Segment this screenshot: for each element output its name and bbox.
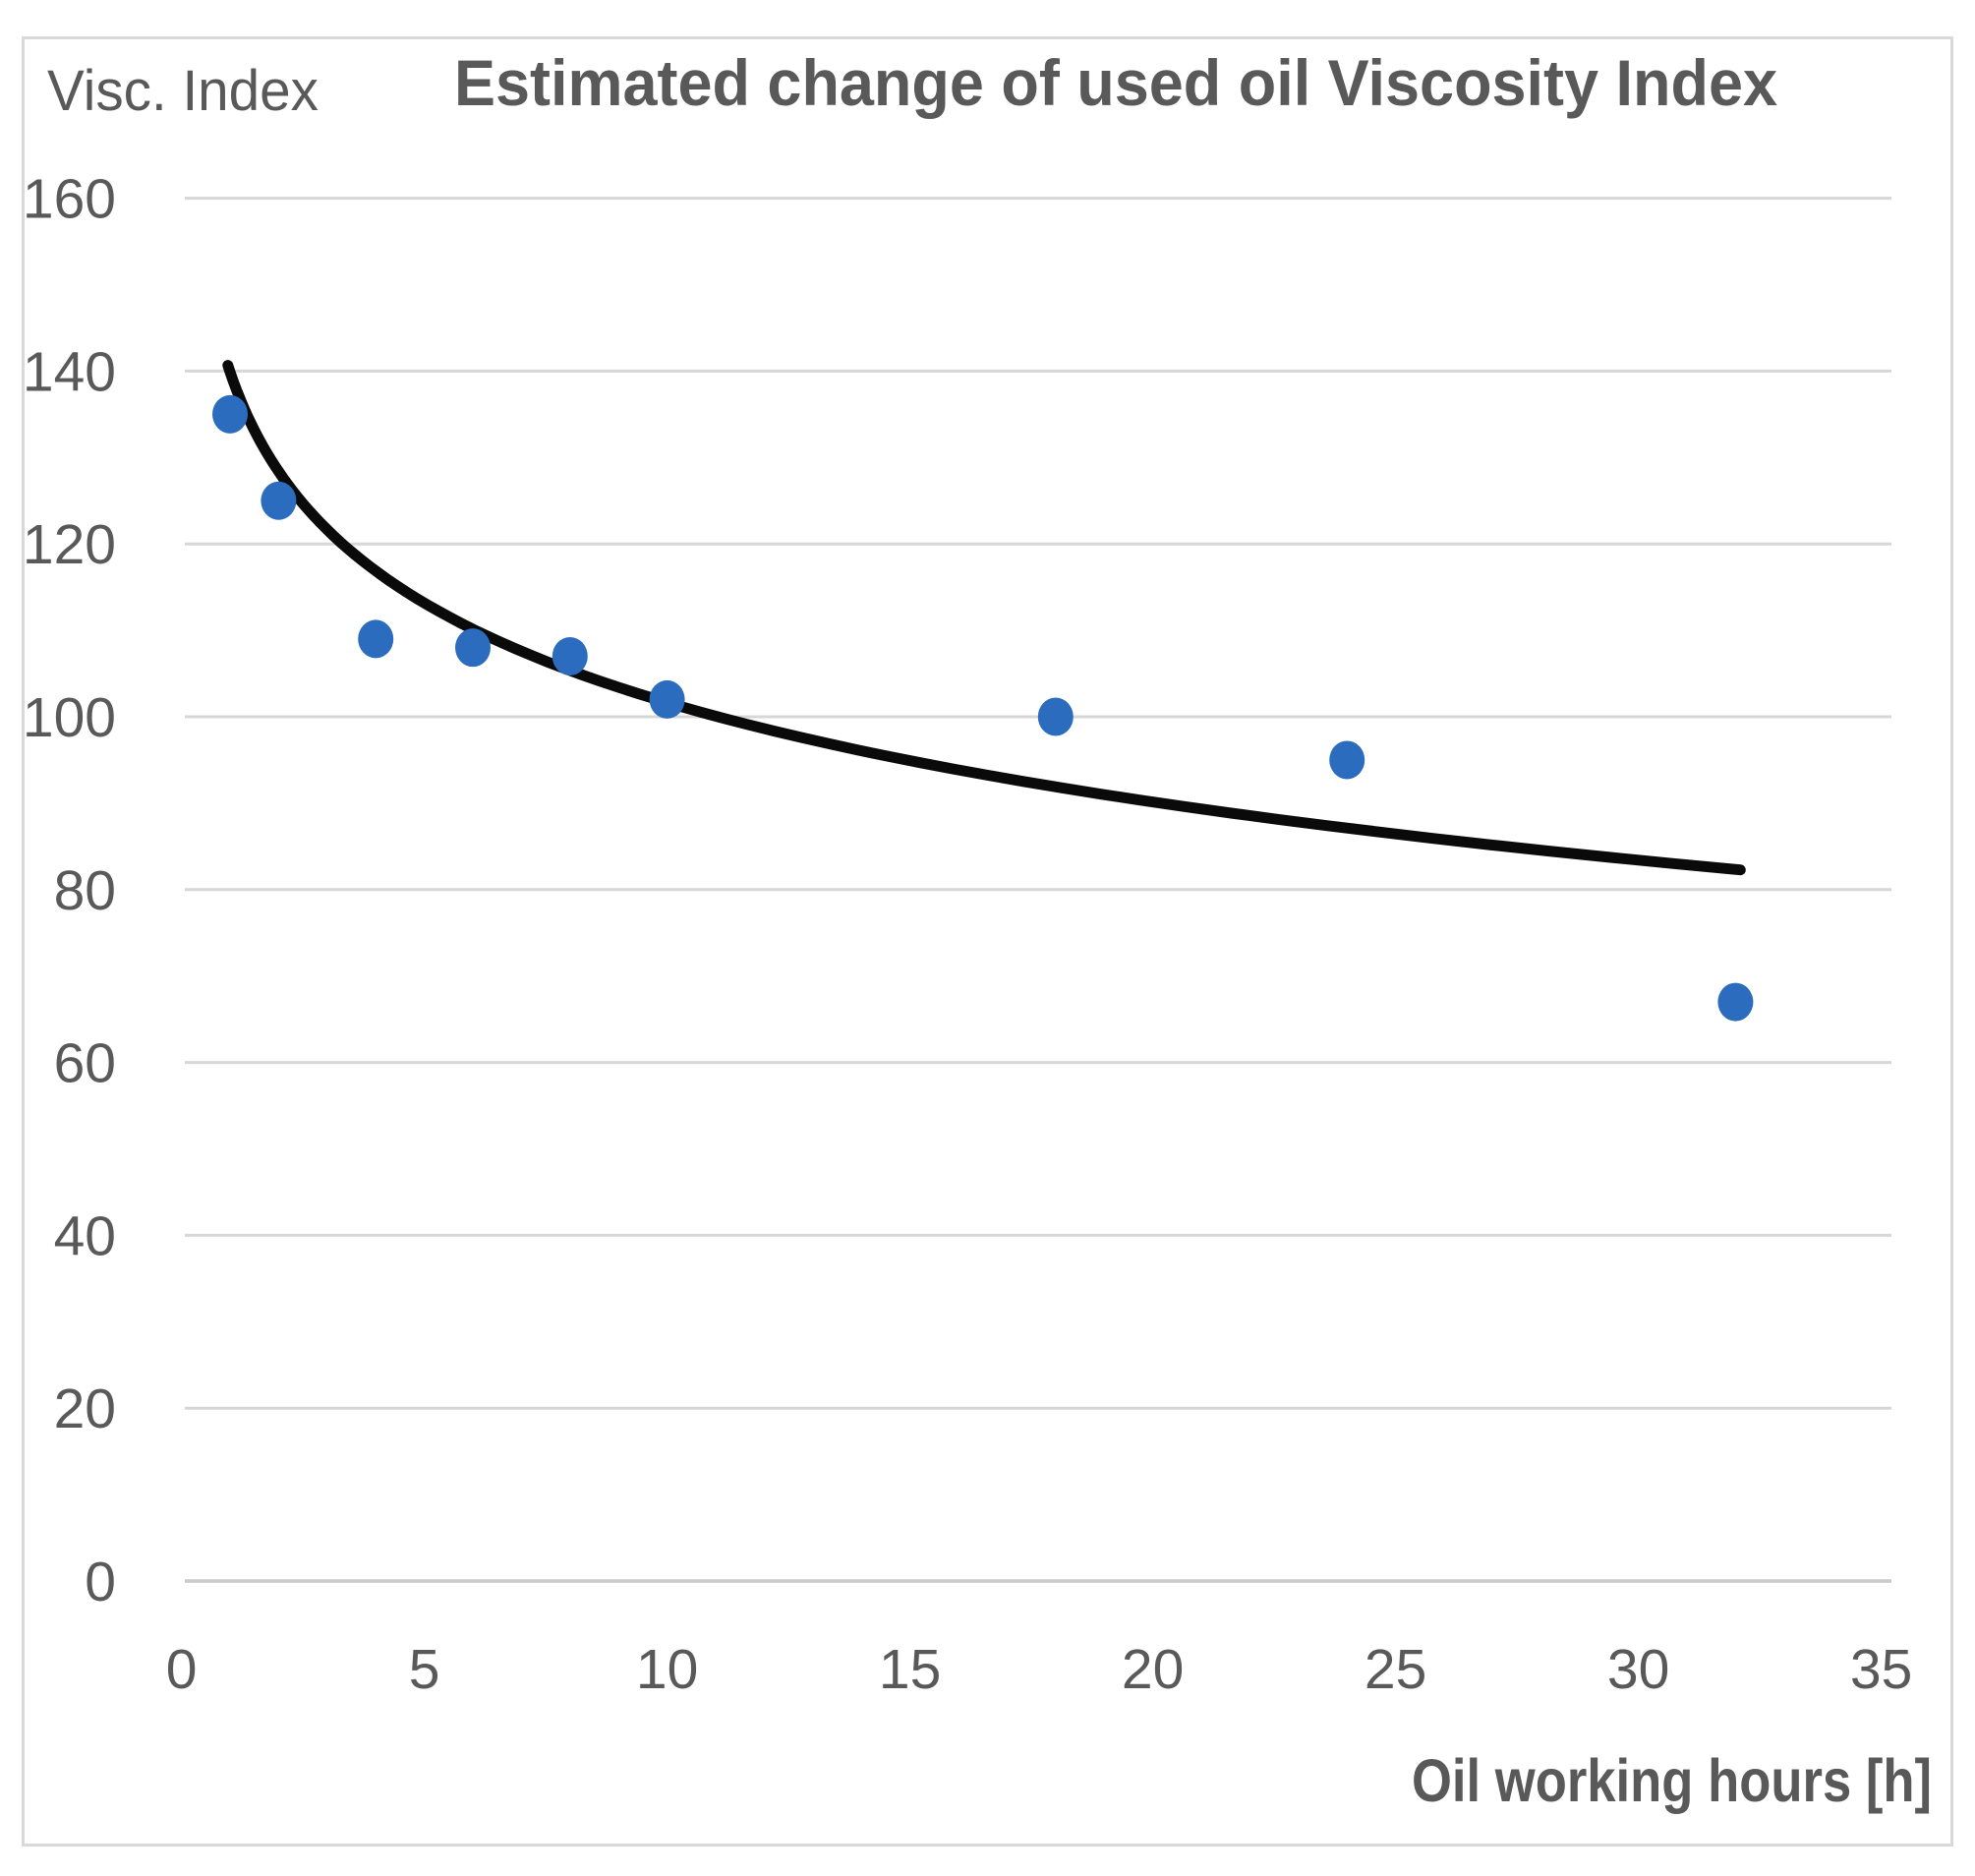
y-tick-label: 20 bbox=[54, 1378, 116, 1440]
x-tick-label: 15 bbox=[879, 1638, 941, 1701]
x-tick-label: 5 bbox=[409, 1638, 440, 1701]
figure-border bbox=[22, 36, 1953, 1847]
y-tick-label: 60 bbox=[54, 1032, 116, 1095]
data-point bbox=[358, 619, 394, 659]
x-tick-label: 20 bbox=[1122, 1638, 1184, 1701]
data-point bbox=[552, 636, 588, 675]
y-tick-label: 0 bbox=[85, 1551, 116, 1613]
scatter-points bbox=[212, 394, 1754, 1022]
trend-curve bbox=[222, 360, 1746, 876]
data-point bbox=[455, 628, 491, 668]
x-tick-labels: 0 5 10 15 20 25 30 35 bbox=[166, 1638, 1913, 1701]
y-tick-label: 160 bbox=[23, 168, 116, 231]
x-tick-label: 30 bbox=[1607, 1638, 1669, 1701]
x-tick-label: 25 bbox=[1365, 1638, 1426, 1701]
x-axis-title: Oil working hours [h] bbox=[1412, 1747, 1932, 1814]
y-tick-label: 140 bbox=[23, 340, 116, 403]
x-tick-label: 10 bbox=[636, 1638, 698, 1701]
data-point bbox=[1037, 697, 1074, 736]
y-tick-label: 100 bbox=[23, 686, 116, 749]
y-axis-title: Visc. Index bbox=[47, 59, 319, 123]
x-tick-label: 35 bbox=[1850, 1638, 1912, 1701]
data-point bbox=[1717, 982, 1754, 1022]
data-point bbox=[649, 679, 685, 719]
y-tick-label: 40 bbox=[54, 1204, 116, 1267]
x-tick-label: 0 bbox=[166, 1638, 198, 1701]
y-tick-labels: 0 20 40 60 80 100 120 140 160 bbox=[23, 168, 116, 1613]
data-point bbox=[212, 394, 248, 434]
y-tick-label: 120 bbox=[23, 513, 116, 576]
data-point bbox=[261, 481, 297, 520]
data-point bbox=[1329, 740, 1365, 780]
chart-title: Estimated change of used oil Viscosity I… bbox=[454, 46, 1777, 119]
y-tick-label: 80 bbox=[54, 859, 116, 922]
